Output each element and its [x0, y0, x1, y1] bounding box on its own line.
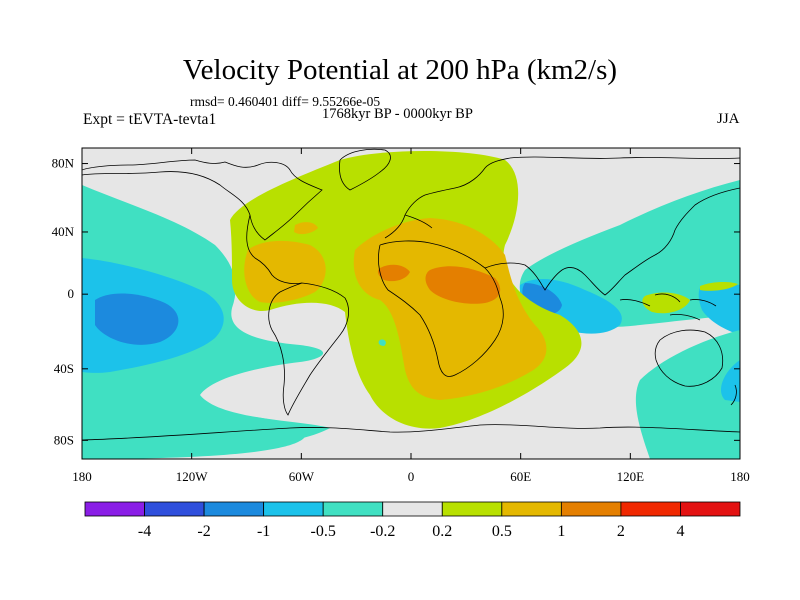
- lat-tick-label: 0: [68, 286, 75, 301]
- colorbar-swatch: [203, 501, 265, 517]
- west-africa-positive-core: [377, 264, 410, 282]
- north-atlantic-positive-patch: [294, 222, 318, 235]
- caribbean-positive-region: [244, 240, 326, 303]
- colorbar-swatch: [441, 501, 503, 517]
- lon-tick-label: 120W: [176, 469, 209, 484]
- south-america-coast: [268, 282, 350, 416]
- latitude-ticks: 80N 40N 0 40S 80S: [52, 156, 740, 447]
- australia-coast: [654, 329, 724, 387]
- colorbar-swatch: [501, 501, 562, 517]
- lat-tick-label: 40S: [54, 361, 74, 376]
- asia-coast: [484, 156, 740, 296]
- colorbar-label: -4: [138, 523, 151, 540]
- colorbar-swatch: [620, 501, 681, 517]
- period-label: 1768kyr BP - 0000kyr BP: [322, 106, 473, 122]
- antarctica-coast: [82, 424, 740, 441]
- europe-coast: [384, 157, 511, 239]
- colorbar-label: 1: [557, 523, 565, 540]
- lon-tick-label: 120E: [617, 469, 645, 484]
- africa-positive-core: [425, 266, 501, 304]
- south-indian-negative-region: [635, 330, 740, 459]
- colorbar-swatch: [263, 501, 324, 517]
- colorbar-swatch: [84, 501, 145, 517]
- lat-tick-label: 80S: [54, 432, 74, 447]
- colorbar-swatch: [144, 501, 205, 517]
- colorbar-swatch: [322, 501, 384, 517]
- lon-tick-label: 180: [730, 469, 750, 484]
- tropical-pacific-positive-patch: [700, 281, 738, 291]
- experiment-label: Expt = tEVTA-tevta1: [83, 111, 217, 128]
- lon-tick-label: 60W: [289, 469, 315, 484]
- colorbar-swatch: [680, 501, 741, 517]
- colorbar-label: 0.5: [492, 523, 512, 540]
- southern-negative-band: [82, 400, 306, 459]
- lon-tick-label: 60E: [510, 469, 531, 484]
- colorbar-swatch: [382, 501, 443, 517]
- africa-positive-inner: [353, 218, 547, 400]
- colorbar-label: 2: [617, 523, 625, 540]
- west-pacific-negative-patch: [698, 284, 740, 335]
- maritime-continent-coast: [619, 293, 717, 321]
- coastlines: [82, 148, 740, 441]
- north-america-coast: [82, 159, 323, 284]
- lon-tick-label: 0: [408, 469, 415, 484]
- colorbar-label: -0.2: [370, 523, 395, 540]
- africa-coast: [378, 240, 504, 377]
- contour-fill-layer: [82, 148, 740, 459]
- colorbar-swatch: [560, 501, 622, 517]
- lat-tick-label: 80N: [52, 156, 75, 171]
- new-zealand-coast: [730, 384, 737, 406]
- colorbar-label: -2: [197, 523, 210, 540]
- plot-title: Velocity Potential at 200 hPa (km2/s): [182, 54, 618, 86]
- colorbar-label: 4: [676, 523, 684, 540]
- maritime-positive-patch: [642, 292, 690, 314]
- colorbar-label: 0.2: [432, 523, 452, 540]
- stats-label: rmsd= 0.460401 diff= 9.55266e-05: [190, 94, 381, 109]
- south-pacific-negative-patch: [720, 360, 740, 402]
- season-label: JJA: [717, 111, 740, 127]
- colorbar-label: -0.5: [311, 523, 336, 540]
- lat-tick-label: 40N: [52, 224, 75, 239]
- longitude-ticks: 180 120W 60W 0 60E 120E 180: [72, 148, 750, 484]
- colorbar-label: -1: [257, 523, 270, 540]
- lon-tick-label: 180: [72, 469, 92, 484]
- greenland-coast: [339, 148, 391, 191]
- south-atlantic-negative-patch: [378, 339, 386, 346]
- pacific-negative-core: [95, 293, 179, 345]
- colorbar: -4 -2 -1 -0.5 -0.2 0.2 0.5 1 2 4: [84, 501, 741, 540]
